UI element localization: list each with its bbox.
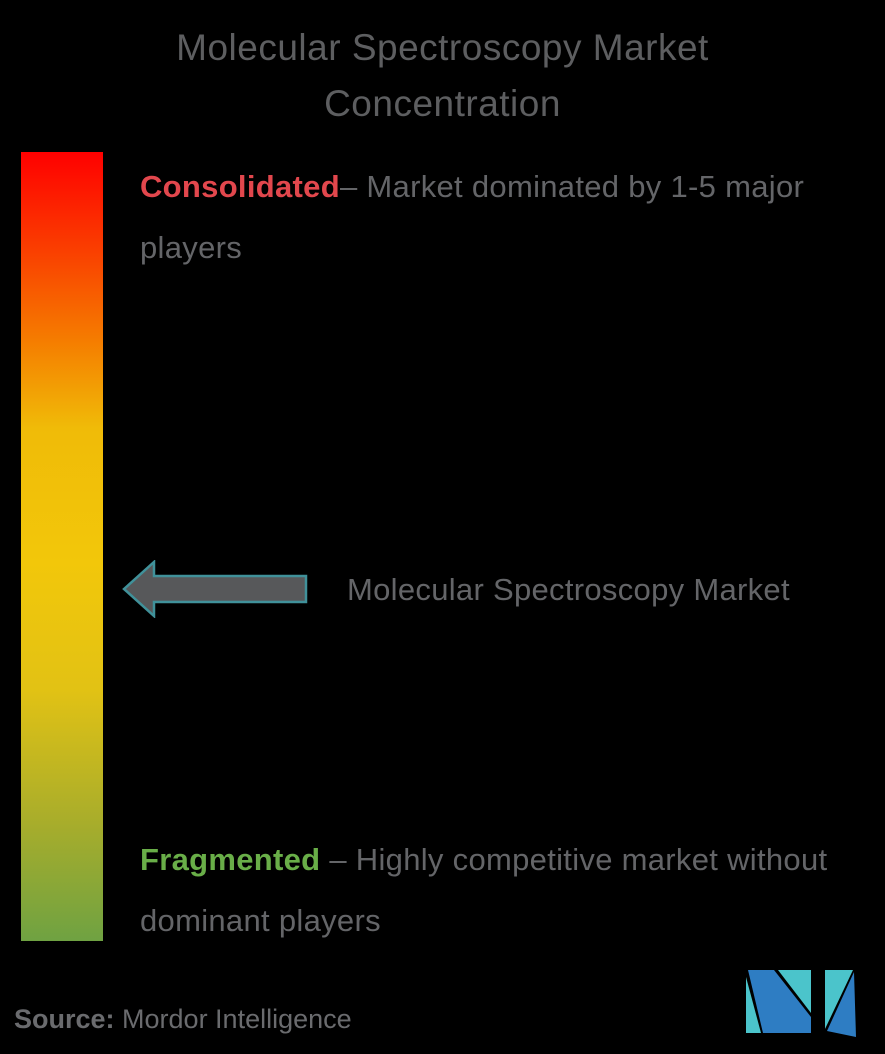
consolidated-line-2: players <box>140 230 243 265</box>
logo-right-blue-shape <box>827 972 856 1037</box>
logo-left-teal-bottom-shape <box>746 977 761 1033</box>
left-arrow-icon <box>122 560 308 618</box>
concentration-gradient-bar <box>21 152 103 941</box>
source-value: Mordor Intelligence <box>114 1004 352 1034</box>
marker-label: Molecular Spectroscopy Market <box>347 572 790 607</box>
chart-title: Molecular Spectroscopy Market Concentrat… <box>0 20 885 132</box>
left-arrow-shape <box>122 560 308 618</box>
consolidated-description: – Market dominated by 1-5 major <box>339 169 805 204</box>
source-label: Source: <box>14 1004 115 1034</box>
mordor-intelligence-logo-icon <box>746 970 856 1037</box>
fragmented-term: Fragmented <box>140 842 321 877</box>
consolidated-annotation: Consolidated– Market dominated by 1-5 ma… <box>140 156 840 278</box>
chart-title-line-1: Molecular Spectroscopy Market <box>176 27 709 68</box>
logo-right-teal-shape <box>825 970 853 1029</box>
chart-title-line-2: Concentration <box>324 83 561 124</box>
source-line: Source: Mordor Intelligence <box>14 1004 352 1035</box>
consolidated-line-1: Consolidated– Market dominated by 1-5 ma… <box>140 156 840 217</box>
consolidated-term: Consolidated <box>140 169 340 204</box>
logo-left-blue-shape <box>748 970 811 1033</box>
fragmented-line-2: dominant players <box>140 903 381 938</box>
fragmented-annotation: Fragmented – Highly competitive market w… <box>140 829 840 951</box>
logo-left-teal-top-shape <box>778 970 811 1013</box>
fragmented-line-1: Fragmented – Highly competitive market w… <box>140 829 840 890</box>
fragmented-description: – Highly competitive market without <box>320 842 828 877</box>
